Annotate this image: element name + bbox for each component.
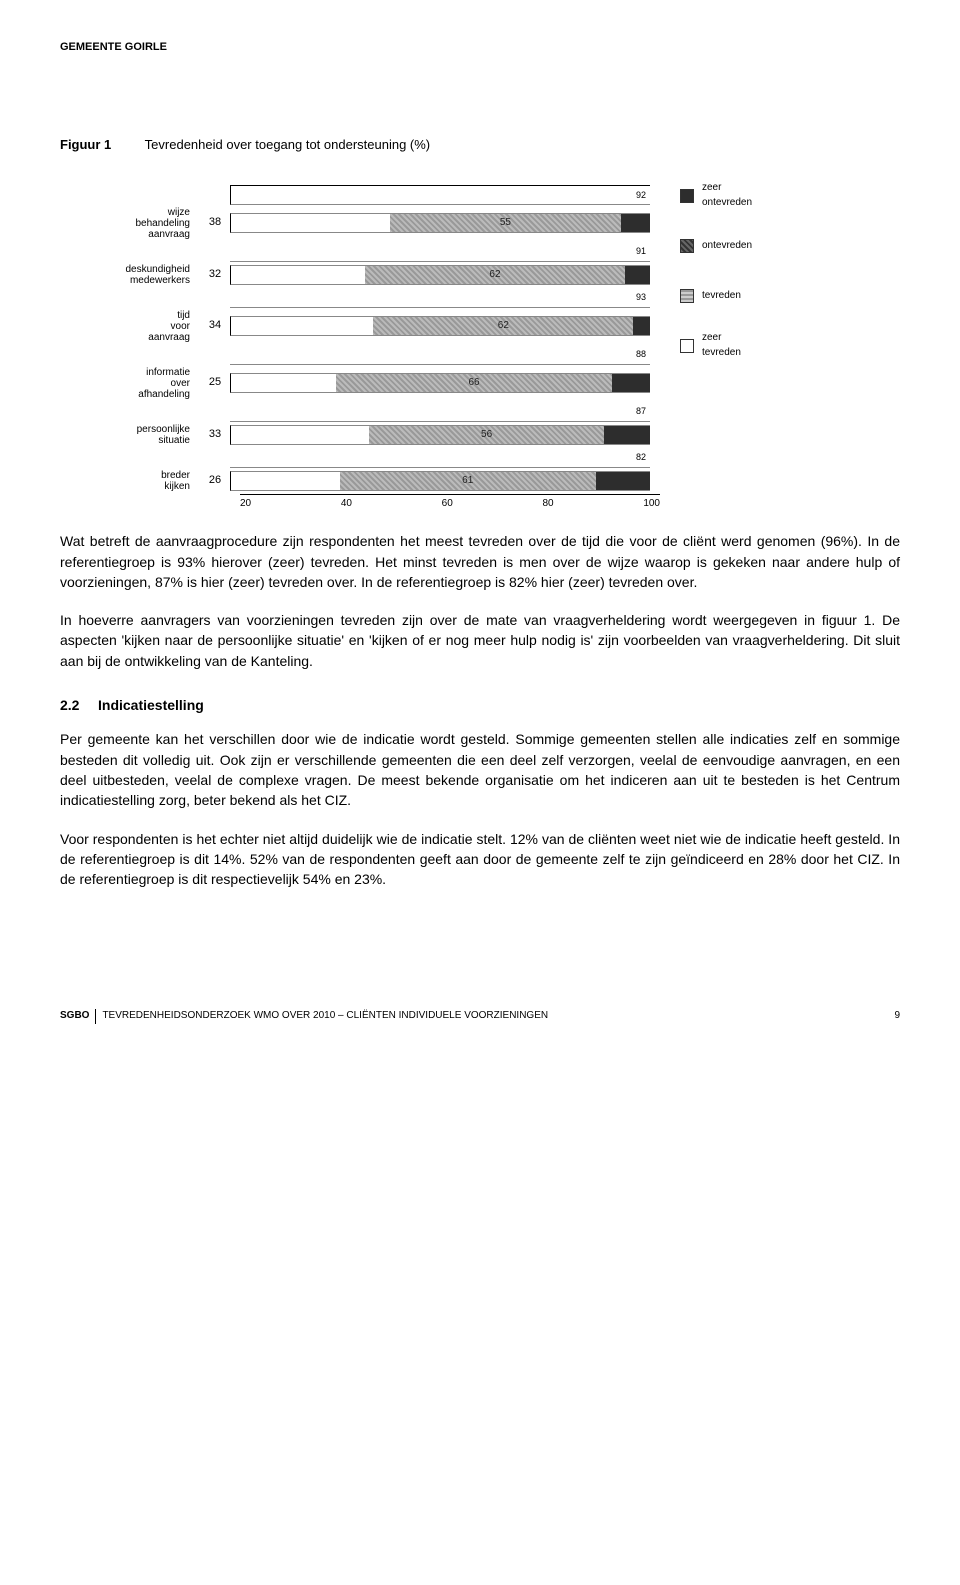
legend-item: tevreden (680, 285, 752, 307)
paragraph-2: In hoeverre aanvragers van voorzieningen… (60, 610, 900, 671)
chart-gap-row: 82 (60, 448, 900, 468)
paragraph-3: Per gemeente kan het verschillen door wi… (60, 729, 900, 810)
chart-bar-row: persoonlijkesituatie3356 (60, 424, 900, 446)
legend-swatch (680, 189, 694, 203)
row-value: 34 (200, 318, 230, 334)
row-total: 88 (636, 348, 646, 361)
chart-bar-row: informatieoverafhandeling2566 (60, 367, 900, 400)
bar-track: 61 (230, 471, 650, 491)
chart: 92 wijzebehandelingaanvraag3855 91 deskundi… (60, 185, 900, 512)
footer-text: TEVREDENHEIDSONDERZOEK WMO OVER 2010 – C… (102, 1009, 548, 1024)
row-label: persoonlijkesituatie (60, 424, 200, 446)
paragraph-1: Wat betreft de aanvraagprocedure zijn re… (60, 531, 900, 592)
footer-org: SGBO (60, 1009, 96, 1024)
chart-bar-row: wijzebehandelingaanvraag3855 (60, 207, 900, 240)
axis-tick: 100 (643, 497, 660, 512)
chart-axis: 20 40 60 80 100 (240, 494, 660, 512)
bar-track: 66 (230, 373, 650, 393)
axis-tick: 80 (542, 497, 553, 512)
chart-gap-row: 93 (60, 288, 900, 308)
page-footer: SGBO TEVREDENHEIDSONDERZOEK WMO OVER 201… (60, 1009, 900, 1024)
row-value: 26 (200, 473, 230, 489)
row-value: 38 (200, 215, 230, 231)
figure-label: Figuur 1 (60, 137, 111, 152)
figure-title-text: Tevredenheid over toegang tot ondersteun… (145, 137, 430, 152)
row-label: tijdvooraanvraag (60, 310, 200, 343)
legend-item: zeertevreden (680, 335, 752, 357)
axis-tick: 60 (442, 497, 453, 512)
body-text-2: Per gemeente kan het verschillen door wi… (60, 729, 900, 889)
chart-gap-row: 91 (60, 242, 900, 262)
paragraph-4: Voor respondenten is het echter niet alt… (60, 829, 900, 890)
bar-track: 55 (230, 213, 650, 233)
row-label: brederkijken (60, 470, 200, 492)
chart-bar-row: brederkijken2661 (60, 470, 900, 492)
chart-bar-row: tijdvooraanvraag3462 (60, 310, 900, 343)
row-value: 33 (200, 427, 230, 443)
bar-track: 62 (230, 316, 650, 336)
chart-gap-row: 92 (60, 185, 900, 205)
legend-label: zeertevreden (702, 331, 741, 360)
row-total: 93 (636, 291, 646, 304)
row-total: 91 (636, 245, 646, 258)
figure-title-row: Figuur 1 Tevredenheid over toegang tot o… (60, 136, 900, 155)
legend-swatch (680, 339, 694, 353)
legend-label: zeerontevreden (702, 181, 752, 210)
chart-legend: zeerontevreden ontevreden tevreden zeertevr… (680, 185, 752, 385)
legend-swatch (680, 289, 694, 303)
row-value: 25 (200, 375, 230, 391)
axis-tick: 20 (240, 497, 251, 512)
page-header: GEMEENTE GOIRLE (60, 40, 900, 56)
row-label: wijzebehandelingaanvraag (60, 207, 200, 240)
legend-item: zeerontevreden (680, 185, 752, 207)
section-heading: 2.2 Indicatiestelling (60, 695, 900, 715)
legend-item: ontevreden (680, 235, 752, 257)
chart-bar-row: deskundigheidmedewerkers3262 (60, 264, 900, 286)
row-total: 82 (636, 451, 646, 464)
row-label: deskundigheidmedewerkers (60, 264, 200, 286)
row-total: 92 (636, 189, 646, 202)
footer-page-number: 9 (894, 1009, 900, 1024)
axis-tick: 40 (341, 497, 352, 512)
chart-gap-row: 88 (60, 345, 900, 365)
section-number: 2.2 (60, 695, 98, 715)
legend-label: tevreden (702, 289, 741, 304)
bar-track: 62 (230, 265, 650, 285)
row-value: 32 (200, 267, 230, 283)
bar-track: 56 (230, 425, 650, 445)
row-label: informatieoverafhandeling (60, 367, 200, 400)
row-total: 87 (636, 405, 646, 418)
body-text: Wat betreft de aanvraagprocedure zijn re… (60, 531, 900, 671)
section-title: Indicatiestelling (98, 695, 204, 715)
legend-swatch (680, 239, 694, 253)
legend-label: ontevreden (702, 239, 752, 254)
chart-gap-row: 87 (60, 402, 900, 422)
